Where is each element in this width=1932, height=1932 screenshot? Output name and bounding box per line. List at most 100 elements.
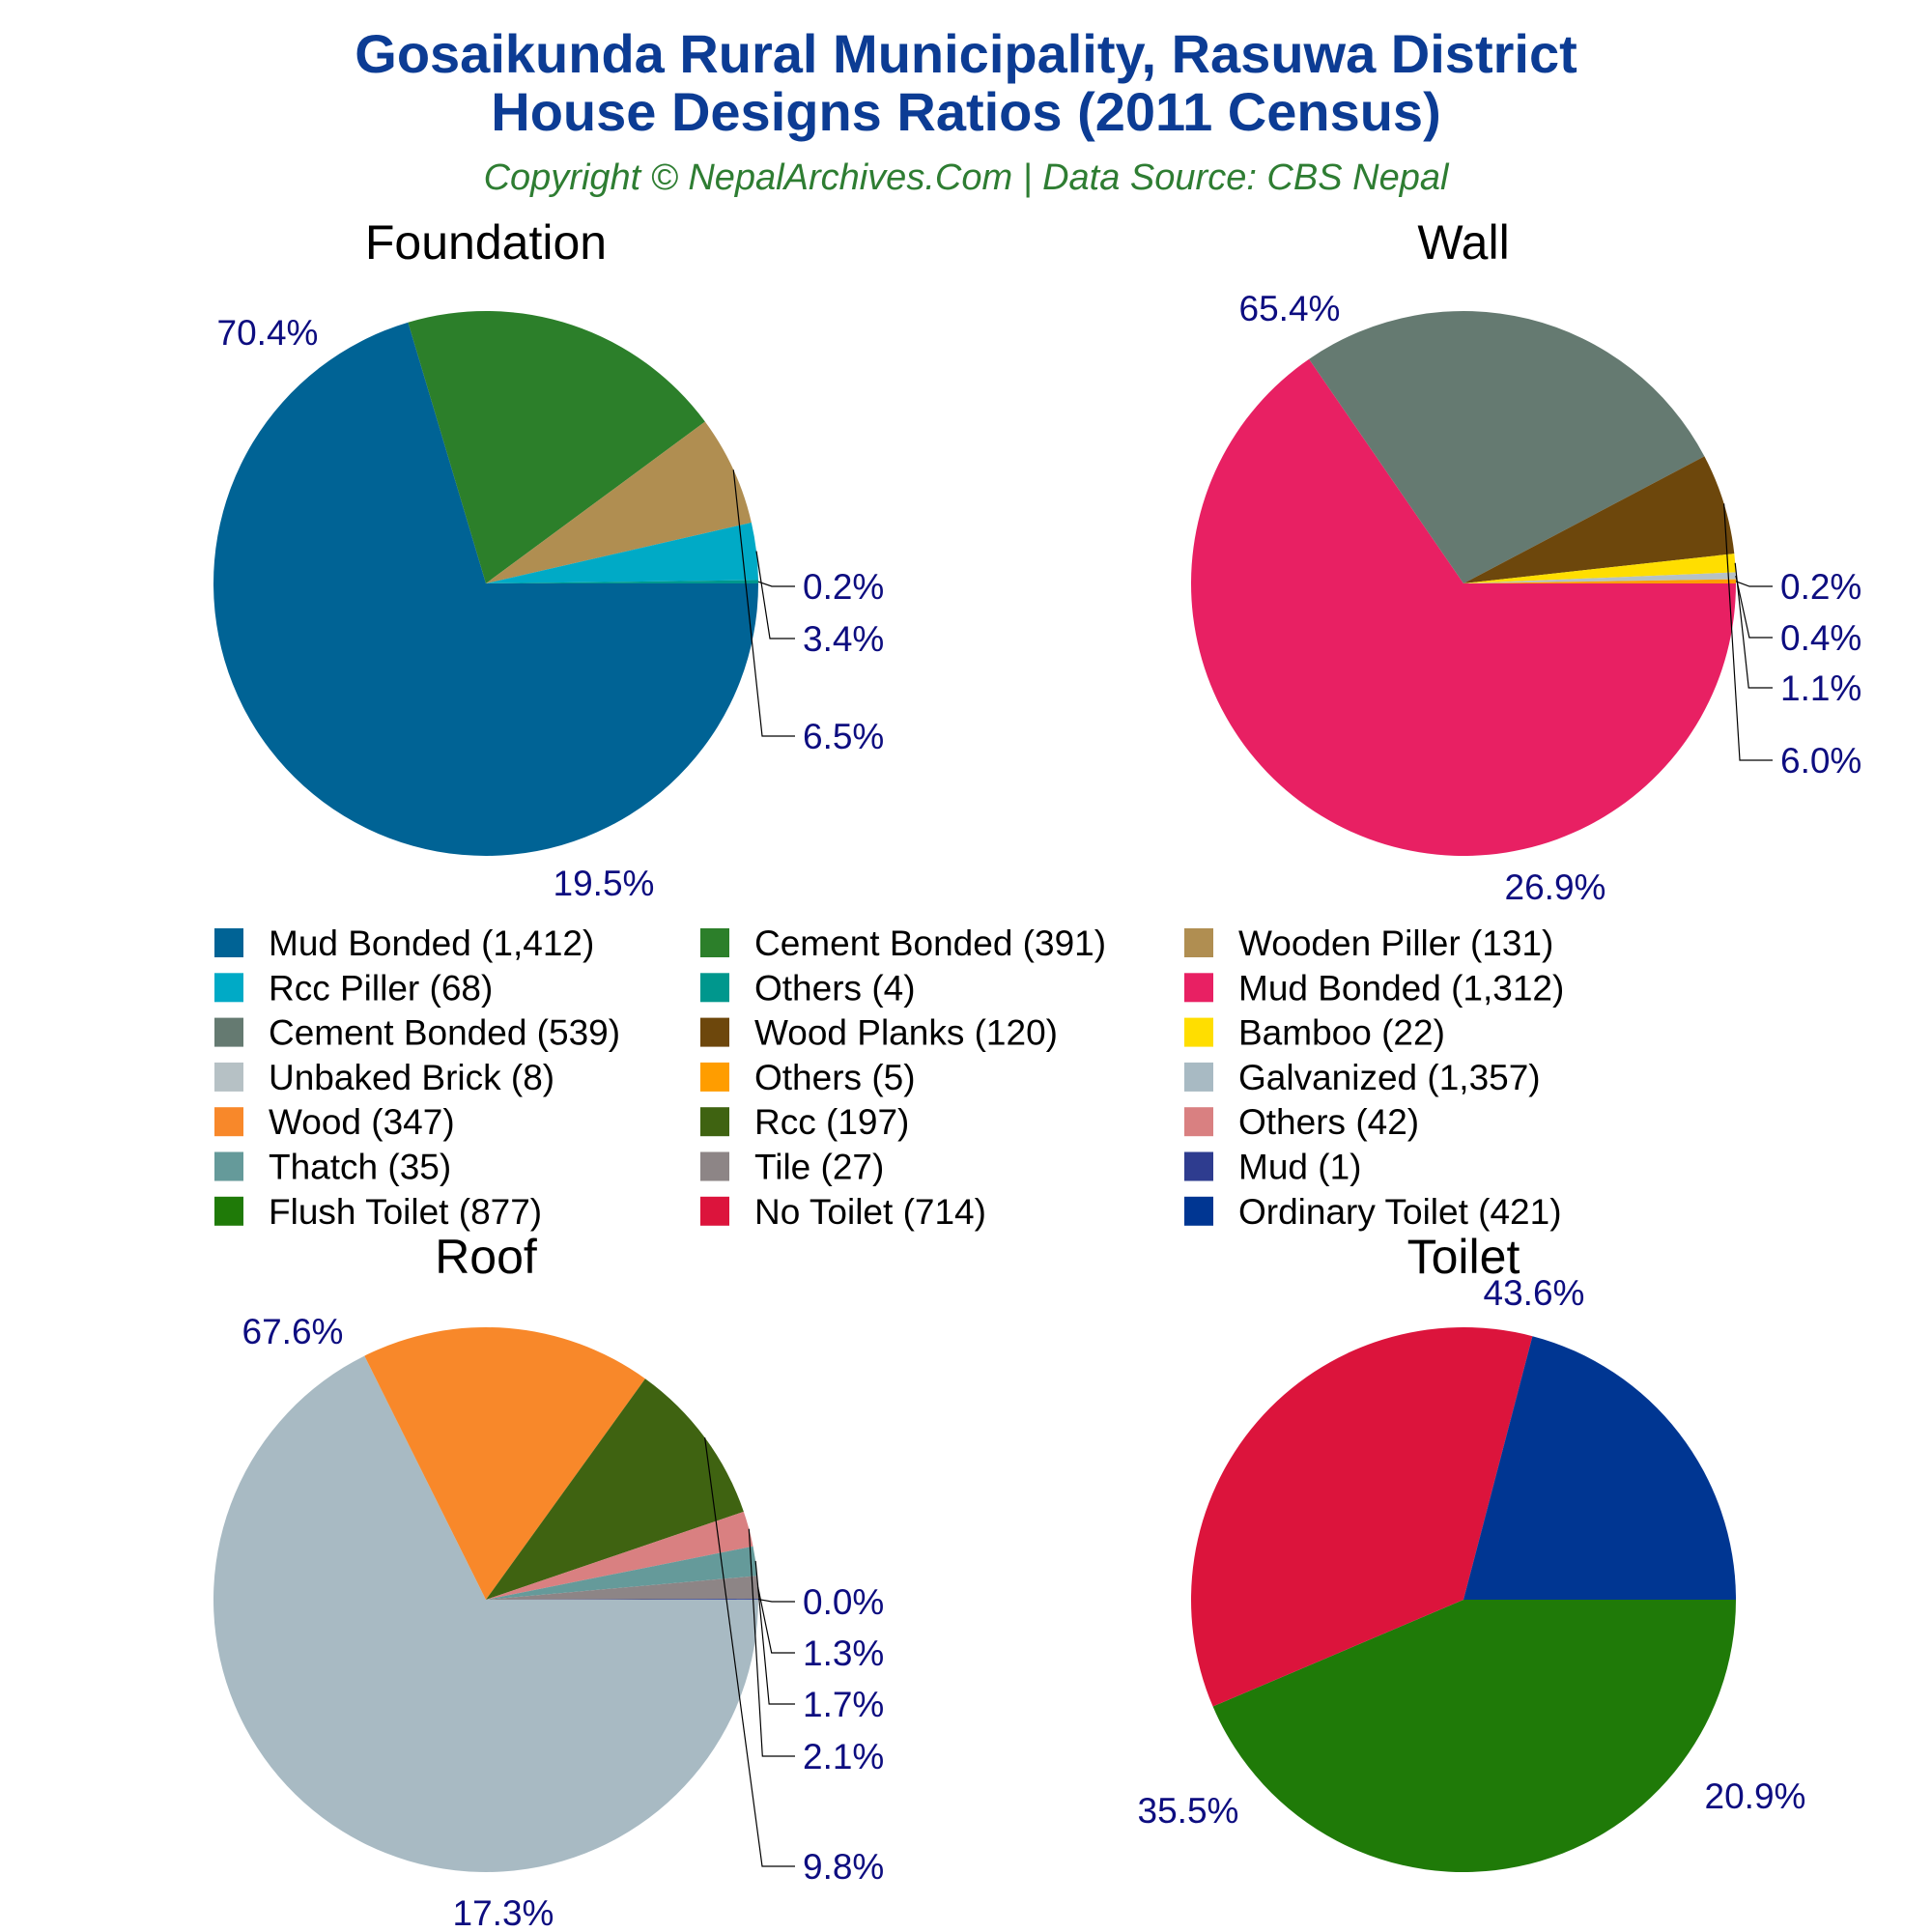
legend-item: Cement Bonded (391) [700,923,1106,963]
leader-line [1723,503,1773,761]
pie-wall: Wall 65.4% 26.9% 6.0% 1.1% 0.4% 0.2% [1190,215,1861,907]
legend-label: Mud Bonded (1,312) [1238,968,1564,1008]
pie-percent-label: 9.8% [803,1847,884,1887]
pie-percent-label: 17.3% [453,1893,554,1932]
pie-percent-label: 19.5% [554,864,655,903]
pie-percent-label: 0.4% [1780,618,1861,658]
legend-item: Mud Bonded (1,412) [214,923,594,963]
pie-percent-label: 2.1% [803,1737,884,1776]
legend-swatch [1184,1107,1213,1137]
pie-slice-no-toilet [1191,1327,1533,1707]
legend-item: Thatch (35) [214,1148,451,1187]
legend-item: No Toilet (714) [700,1192,986,1232]
pie-percent-label: 0.2% [1780,567,1861,607]
legend-item: Others (4) [700,968,916,1008]
leader-line [1735,581,1773,587]
legend-item: Others (5) [700,1058,916,1097]
pie-title: Roof [435,1230,537,1284]
pie-percent-label: 0.0% [803,1582,884,1622]
leader-line [755,551,795,639]
legend-swatch [1184,973,1213,1003]
legend-swatch [1184,1196,1213,1226]
pie-percent-label: 65.4% [1239,289,1341,328]
legend-label: Others (42) [1238,1102,1419,1142]
legend: Mud Bonded (1,412) Cement Bonded (391) Woo… [214,923,1564,1232]
legend-label: Wood Planks (120) [754,1013,1058,1053]
legend-label: Mud Bonded (1,412) [269,923,594,963]
pie-slice-wood-planks [1463,456,1735,583]
legend-item: Tile (27) [700,1148,884,1187]
pie-title: Toilet [1407,1230,1520,1284]
pie-slice-galvanized [213,1355,759,1873]
legend-item: Mud (1) [1184,1148,1361,1187]
pie-slice-unbaked-brick [1463,572,1736,583]
legend-item: Bamboo (22) [1184,1013,1445,1053]
legend-item: Galvanized (1,357) [1184,1058,1541,1097]
leader-line [1734,562,1773,689]
legend-label: Unbaked Brick (8) [269,1058,554,1097]
pie-slice-mud-bonded [1190,358,1736,857]
pie-slice-rcc [486,1378,744,1600]
legend-item: Wood (347) [214,1102,455,1142]
legend-label: Rcc (197) [754,1102,909,1142]
pie-percent-label: 1.3% [803,1634,884,1673]
legend-swatch [214,1151,243,1181]
legend-label: Rcc Piller (68) [269,968,493,1008]
leader-line [754,1560,795,1705]
pie-slice-mud [486,1599,758,1600]
legend-swatch [1184,1151,1213,1181]
leader-line [757,1598,795,1603]
legend-swatch [1184,1017,1213,1047]
legend-swatch [700,973,729,1003]
legend-item: Wooden Piller (131) [1184,923,1553,963]
legend-swatch [700,1107,729,1137]
legend-swatch [214,973,243,1003]
pie-slice-wooden-piller [486,421,752,583]
legend-swatch [1184,928,1213,957]
pie-slice-mud-bonded [213,322,758,857]
pie-slice-others [486,1511,753,1600]
legend-item: Cement Bonded (539) [214,1013,620,1053]
legend-item: Mud Bonded (1,312) [1184,968,1564,1008]
pie-title: Foundation [365,215,607,270]
pie-percent-label: 67.6% [242,1312,344,1351]
legend-label: Bamboo (22) [1238,1013,1445,1053]
legend-label: Cement Bonded (391) [754,923,1106,963]
leader-line [1735,575,1773,639]
pie-percent-label: 1.7% [803,1685,884,1724]
pie-foundation: Foundation 70.4% 19.5% 6.5% 3.4% 0.2% [213,215,884,903]
legend-swatch [700,1062,729,1092]
legend-swatch [214,1062,243,1092]
chart-subtitle: Copyright © NepalArchives.Com | Data Sou… [484,157,1450,198]
legend-item: Rcc Piller (68) [214,968,493,1008]
pie-roof: Roof 67.6% 17.3% 9.8% 2.1% 1.7% 1.3% 0.0% [213,1230,884,1932]
pie-charts: Foundation 70.4% 19.5% 6.5% 3.4% 0.2% Wall 65.4… [213,215,1861,1932]
legend-label: Flush Toilet (877) [269,1192,542,1232]
legend-label: Tile (27) [754,1148,884,1187]
pie-slice-others [1463,579,1736,583]
legend-swatch [214,1017,243,1047]
chart-title-line2: House Designs Ratios (2011 Census) [491,81,1440,142]
legend-item: Wood Planks (120) [700,1013,1058,1053]
legend-label: Mud (1) [1238,1148,1361,1187]
legend-swatch [700,1151,729,1181]
pie-slice-flush-toilet [1212,1600,1736,1872]
legend-swatch [214,1107,243,1137]
legend-item: Rcc (197) [700,1102,909,1142]
pie-percent-label: 26.9% [1505,867,1606,907]
leader-line [732,469,795,737]
pie-slice-cement-bonded [408,311,705,583]
legend-swatch [214,928,243,957]
pie-percent-label: 20.9% [1705,1776,1806,1816]
pie-slice-cement-bonded [1309,311,1705,583]
pie-slice-ordinary-toilet [1463,1336,1736,1600]
legend-label: Galvanized (1,357) [1238,1058,1541,1097]
legend-label: Wood (347) [269,1102,455,1142]
pie-slice-others [486,580,758,583]
legend-label: Thatch (35) [269,1148,451,1187]
chart-title-line1: Gosaikunda Rural Municipality, Rasuwa Di… [355,23,1577,84]
legend-label: No Toilet (714) [754,1192,986,1232]
legend-swatch [1184,1062,1213,1092]
